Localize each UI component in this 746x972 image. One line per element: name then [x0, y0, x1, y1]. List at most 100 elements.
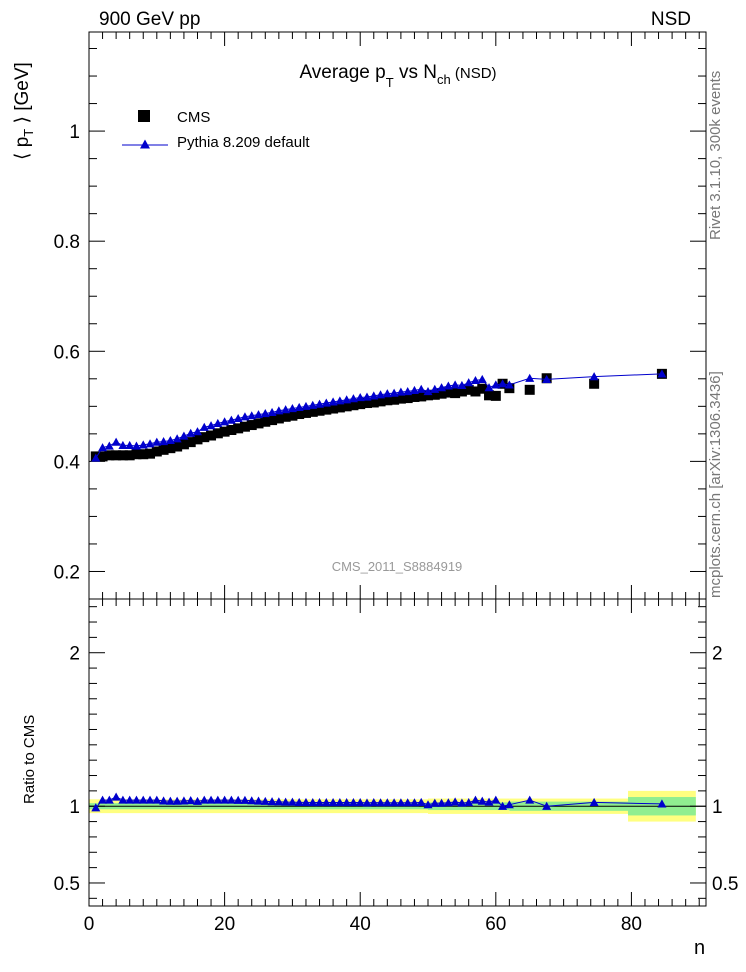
ratio-point	[159, 796, 169, 805]
ratio-point	[254, 796, 264, 805]
cms-point	[111, 450, 122, 461]
x-tick-label: 40	[350, 914, 371, 935]
ratio-point	[131, 795, 141, 804]
ratio-point	[423, 800, 433, 809]
cms-point	[117, 450, 128, 461]
pythia-point	[118, 440, 128, 450]
cms-point	[361, 398, 372, 409]
ratio-point	[315, 798, 325, 807]
legend-cms-marker	[138, 110, 150, 122]
ratio-point	[118, 795, 128, 804]
pythia-point	[382, 389, 392, 398]
pythia-point	[240, 412, 250, 421]
cms-point	[355, 399, 366, 410]
ratio-point	[301, 797, 311, 806]
pythia-point	[131, 441, 141, 450]
x-tick-label: 60	[485, 914, 506, 935]
pythia-point	[409, 385, 419, 394]
ratio-point	[267, 797, 277, 806]
ratio-point	[484, 797, 494, 806]
pythia-point	[470, 375, 480, 385]
pythia-point	[657, 369, 667, 378]
pythia-point	[477, 374, 487, 383]
cms-point	[321, 404, 332, 415]
ratio-point	[657, 799, 667, 808]
pythia-point	[138, 440, 148, 449]
x-tick-label: 0	[84, 914, 95, 935]
y-tick-label: 0.8	[54, 232, 80, 253]
cms-point	[341, 401, 352, 412]
cms-point	[389, 394, 400, 405]
ratio-point	[396, 798, 406, 807]
pythia-point	[98, 443, 108, 452]
cms-point	[416, 391, 427, 402]
cms-point	[470, 386, 481, 397]
pythia-point	[348, 394, 358, 403]
cms-point	[104, 450, 115, 461]
pythia-point	[335, 396, 345, 405]
pythia-point	[233, 413, 243, 423]
ratio-point	[287, 797, 297, 806]
ratio-point	[589, 797, 599, 806]
pythia-point	[504, 380, 514, 389]
x-axis-label: n	[694, 937, 706, 959]
ratio-point	[213, 795, 223, 804]
pythia-point	[423, 386, 433, 396]
ratio-point	[457, 798, 467, 807]
ratio-point	[491, 795, 501, 804]
ratio-point	[437, 798, 447, 807]
ratio-point	[165, 796, 175, 805]
pythia-point	[328, 397, 338, 406]
ratio-point	[192, 796, 202, 805]
ratio-point	[220, 795, 230, 804]
cms-point	[158, 444, 169, 455]
cms-point	[300, 407, 311, 418]
pythia-point	[111, 437, 121, 446]
cms-point	[307, 406, 318, 417]
cms-point	[463, 384, 474, 395]
ratio-y-tick-label: 2	[69, 644, 80, 665]
cms-point	[97, 451, 108, 462]
ratio-point	[430, 798, 440, 807]
pythia-point	[355, 393, 365, 402]
pythia-point	[206, 421, 216, 430]
cms-point	[490, 390, 501, 401]
cms-point	[239, 421, 250, 432]
cms-point	[212, 428, 223, 439]
ratio-y-tick-label: 0.5	[54, 874, 80, 895]
pythia-point	[192, 427, 202, 436]
ratio-y-axis-label: Ratio to CMS	[21, 714, 38, 804]
header-right-label: NSD	[650, 9, 691, 30]
ratio-point	[125, 795, 135, 804]
pythia-point	[152, 437, 162, 446]
cms-point	[382, 395, 393, 406]
ratio-point	[281, 797, 291, 806]
chart-title: Average pT vs Nch (NSD)	[299, 62, 496, 90]
cms-point	[246, 420, 257, 431]
ratio-point	[542, 801, 552, 810]
pythia-point	[294, 402, 304, 412]
y-tick-label: 0.2	[54, 562, 80, 583]
cms-point	[484, 390, 495, 401]
cms-point	[192, 434, 203, 445]
pythia-point	[226, 415, 236, 424]
ratio-point	[362, 798, 372, 807]
pythia-point	[437, 383, 447, 392]
ratio-y-tick-label-right: 2	[712, 644, 723, 665]
y-tick-label: 1	[69, 122, 80, 143]
pythia-point	[315, 399, 325, 408]
cms-point	[233, 423, 244, 434]
pythia-point	[321, 398, 331, 407]
ratio-point	[274, 797, 284, 806]
cms-point	[185, 437, 196, 448]
ratio-point	[416, 797, 426, 806]
rivet-info: Rivet 3.1.10, 300k events	[707, 70, 724, 240]
ratio-point	[308, 798, 318, 807]
cms-point	[314, 405, 325, 416]
pythia-point	[450, 380, 460, 389]
top-panel: 0.2 0.4 0.6 0.8 1	[54, 31, 707, 600]
cms-point	[423, 390, 434, 401]
ratio-point	[450, 797, 460, 806]
ratio-point	[443, 798, 453, 807]
pythia-point	[498, 379, 508, 388]
